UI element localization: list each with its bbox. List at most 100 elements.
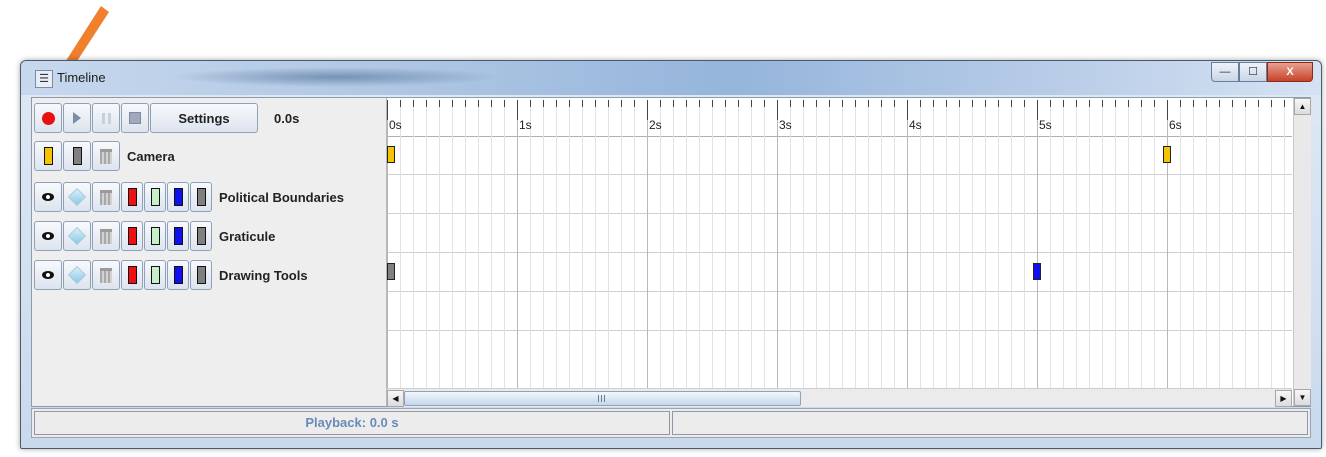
swatch [127, 227, 137, 245]
gray-swatch[interactable] [190, 260, 212, 290]
keyframe[interactable] [1033, 263, 1041, 280]
title-bar[interactable]: ☰ Timeline — ☐ X [21, 61, 1321, 95]
ruler-tick [413, 100, 414, 107]
grid-line [1154, 100, 1155, 388]
ruler-tick [595, 100, 596, 107]
client-area: Settings 0.0s Camera Political Boundarie… [31, 97, 1311, 407]
ruler-tick [556, 100, 557, 107]
blue-swatch[interactable] [167, 182, 189, 212]
scroll-right-button[interactable]: ▶ [1275, 390, 1292, 407]
layer-row-graticule: Graticule [34, 218, 275, 254]
grid-line [790, 100, 791, 388]
swatch [173, 266, 183, 284]
scroll-down-button[interactable]: ▼ [1294, 389, 1311, 406]
delete-button[interactable] [92, 260, 120, 290]
grid-line [933, 100, 934, 388]
app-icon[interactable]: ☰ [35, 70, 53, 88]
grid-line [751, 100, 752, 388]
timeline-canvas[interactable]: 0s 1s 2s 3s 4s 5s 6s [387, 98, 1292, 388]
layer-name: Political Boundaries [219, 189, 344, 205]
grid-line [1115, 100, 1116, 388]
settings-button[interactable]: Settings [150, 103, 258, 133]
record-button[interactable] [34, 103, 62, 133]
keyframe[interactable] [1163, 146, 1171, 163]
grid-line [1063, 100, 1064, 388]
green-swatch[interactable] [144, 182, 166, 212]
keyframe[interactable] [387, 263, 395, 280]
status-secondary [672, 411, 1308, 435]
grid-line [400, 100, 401, 388]
red-swatch[interactable] [121, 182, 143, 212]
grid-line [1232, 100, 1233, 388]
gray-swatch[interactable] [190, 182, 212, 212]
grid-line [452, 100, 453, 388]
maximize-button[interactable]: ☐ [1239, 62, 1267, 82]
ruler-tick [959, 100, 960, 107]
scroll-left-button[interactable]: ◀ [387, 390, 404, 407]
visibility-toggle[interactable] [34, 221, 62, 251]
grid-line [985, 100, 986, 388]
red-swatch[interactable] [121, 260, 143, 290]
ruler-tick [1219, 100, 1220, 107]
blue-swatch[interactable] [167, 221, 189, 251]
visibility-toggle[interactable] [34, 260, 62, 290]
layer-name: Graticule [219, 228, 276, 244]
delete-button[interactable] [92, 221, 120, 251]
blue-swatch[interactable] [167, 260, 189, 290]
track-separator [387, 252, 1292, 253]
layer-row-drawing-tools: Drawing Tools [34, 257, 308, 293]
ruler-label: 4s [909, 118, 922, 132]
horizontal-scroll-thumb[interactable] [404, 391, 801, 406]
ruler-tick [569, 100, 570, 107]
scroll-up-button[interactable]: ▲ [1294, 98, 1311, 115]
trash-icon [100, 267, 112, 283]
stop-button[interactable] [121, 103, 149, 133]
swatch [196, 227, 206, 245]
grid-line [1011, 100, 1012, 388]
ruler-tick [673, 100, 674, 107]
camera-swatch-gray[interactable] [63, 141, 91, 171]
delete-button[interactable] [92, 182, 120, 212]
ruler-tick [1258, 100, 1259, 107]
status-bar: Playback: 0.0 s [31, 408, 1311, 438]
vertical-scrollbar[interactable]: ▲ ▼ [1293, 98, 1311, 406]
ruler-tick [1271, 100, 1272, 107]
grid-line [829, 100, 830, 388]
swatch [173, 227, 183, 245]
grid-line [764, 100, 765, 388]
ruler-tick [946, 100, 947, 107]
camera-swatch-yellow[interactable] [34, 141, 62, 171]
grid-line [894, 100, 895, 388]
grid-line [920, 100, 921, 388]
minimize-button[interactable]: — [1211, 62, 1239, 82]
grid-line [621, 100, 622, 388]
red-swatch[interactable] [121, 221, 143, 251]
gray-swatch[interactable] [190, 221, 212, 251]
ruler-tick [1050, 100, 1051, 107]
ruler-label: 5s [1039, 118, 1052, 132]
layer-row-political-boundaries: Political Boundaries [34, 179, 344, 215]
grid-line [543, 100, 544, 388]
ruler-tick [1245, 100, 1246, 107]
ruler-tick [1193, 100, 1194, 107]
3d-toggle[interactable] [63, 182, 91, 212]
cube-icon [67, 226, 87, 246]
pause-button[interactable] [92, 103, 120, 133]
3d-toggle[interactable] [63, 260, 91, 290]
ruler-tick [1167, 100, 1168, 120]
ruler-tick [686, 100, 687, 107]
close-button[interactable]: X [1267, 62, 1313, 82]
camera-delete-button[interactable] [92, 141, 120, 171]
trash-icon [100, 148, 112, 164]
grid-line [608, 100, 609, 388]
ruler-tick [1154, 100, 1155, 107]
horizontal-scrollbar[interactable]: ◀ ▶ [387, 388, 1292, 407]
visibility-toggle[interactable] [34, 182, 62, 212]
grid-line [1141, 100, 1142, 388]
3d-toggle[interactable] [63, 221, 91, 251]
play-button[interactable] [63, 103, 91, 133]
green-swatch[interactable] [144, 260, 166, 290]
green-swatch[interactable] [144, 221, 166, 251]
keyframe[interactable] [387, 146, 395, 163]
ruler-tick [1141, 100, 1142, 107]
